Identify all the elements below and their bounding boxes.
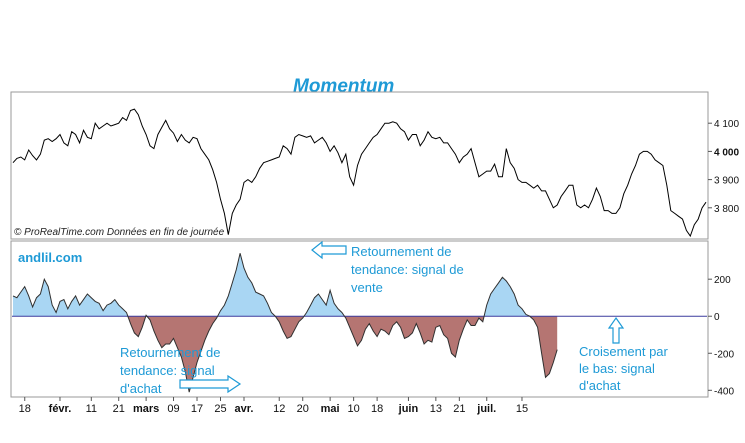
x-tick-label: mars: [133, 403, 159, 415]
negative-area-9: [529, 316, 558, 378]
annotation-sell-line-2: tendance: signal de: [351, 262, 464, 277]
negative-area-5: [275, 316, 304, 339]
x-axis: 18 févr. 11 21 mars 09 17 25 avr. 12 20 mai 10 18 juin…: [19, 397, 528, 415]
x-tick-label: 25: [214, 403, 226, 415]
x-tick-label: 20: [297, 403, 309, 415]
x-tick-label: juil.: [476, 403, 496, 415]
x-tick-label: 11: [86, 403, 97, 415]
price-panel-frame: [10, 91, 709, 240]
x-tick-label: 18: [371, 403, 383, 415]
annotation-sell-line-3: vente: [351, 280, 383, 295]
x-tick-label: juin: [398, 403, 419, 415]
annotation-sell-line-1: Retournement de: [351, 244, 451, 259]
price-y-tick-label: 3 900: [714, 176, 739, 187]
x-tick-label: 12: [273, 403, 285, 415]
annotation-cross-line-2: le bas: signal: [579, 361, 655, 376]
positive-area-4: [217, 253, 276, 317]
momentum-y-tick-label: 0: [714, 312, 720, 323]
momentum-y-tick-label: -400: [714, 386, 734, 397]
annotation-buy-line-3: d'achat: [120, 381, 162, 396]
annotation-cross-line-3: d'achat: [579, 378, 621, 393]
annotation-buy-line-1: Retournement de: [120, 345, 220, 360]
credit-text: © ProRealTime.com Données en fin de jour…: [14, 227, 225, 238]
momentum-y-tick-label: 200: [714, 275, 731, 286]
negative-area-7: [344, 316, 485, 357]
x-tick-label: 21: [113, 403, 125, 415]
annotation-buy-signal: Retournement de tendance: signal d'achat: [120, 345, 242, 396]
annotation-buy-line-2: tendance: signal: [120, 363, 215, 378]
hollow-arrow-left-icon: [311, 240, 347, 260]
watermark-logo: andlil.com: [18, 250, 82, 265]
positive-area-8: [484, 277, 530, 317]
momentum-areas: [13, 253, 558, 393]
hollow-arrow-right-icon: [179, 374, 242, 394]
price-y-tick-label: 4 000: [714, 147, 739, 158]
x-tick-label: 15: [516, 403, 528, 415]
x-tick-label: 13: [430, 403, 442, 415]
negative-area-1: [127, 316, 146, 337]
momentum-y-tick-label: -200: [714, 349, 734, 360]
x-tick-label: févr.: [49, 403, 72, 415]
price-y-axis: 3 800 3 900 4 000 4 100: [708, 119, 739, 215]
momentum-y-axis: -400 -200 0 200: [708, 275, 734, 397]
positive-area-0: [13, 279, 128, 317]
momentum-panel-frame: [10, 240, 709, 398]
price-series-line: [12, 108, 707, 238]
annotation-sell-signal: Retournement de tendance: signal de vent…: [311, 240, 464, 295]
hollow-arrow-up-icon: [607, 316, 625, 344]
x-tick-label: 09: [167, 403, 179, 415]
annotation-cross-signal: Croisement par le bas: signal d'achat: [579, 316, 669, 393]
annotation-cross-line-1: Croisement par: [579, 344, 669, 359]
negative-area-3: [146, 316, 218, 393]
x-tick-label: 21: [453, 403, 465, 415]
price-y-tick-label: 3 800: [714, 204, 739, 215]
positive-area-6: [304, 290, 345, 317]
momentum-series-line: [12, 253, 558, 393]
x-tick-label: 10: [348, 403, 360, 415]
x-tick-label: 17: [191, 403, 203, 415]
x-tick-label: avr.: [235, 403, 254, 415]
x-tick-label: mai: [321, 403, 340, 415]
x-tick-label: 18: [19, 403, 31, 415]
price-y-tick-label: 4 100: [714, 119, 739, 130]
